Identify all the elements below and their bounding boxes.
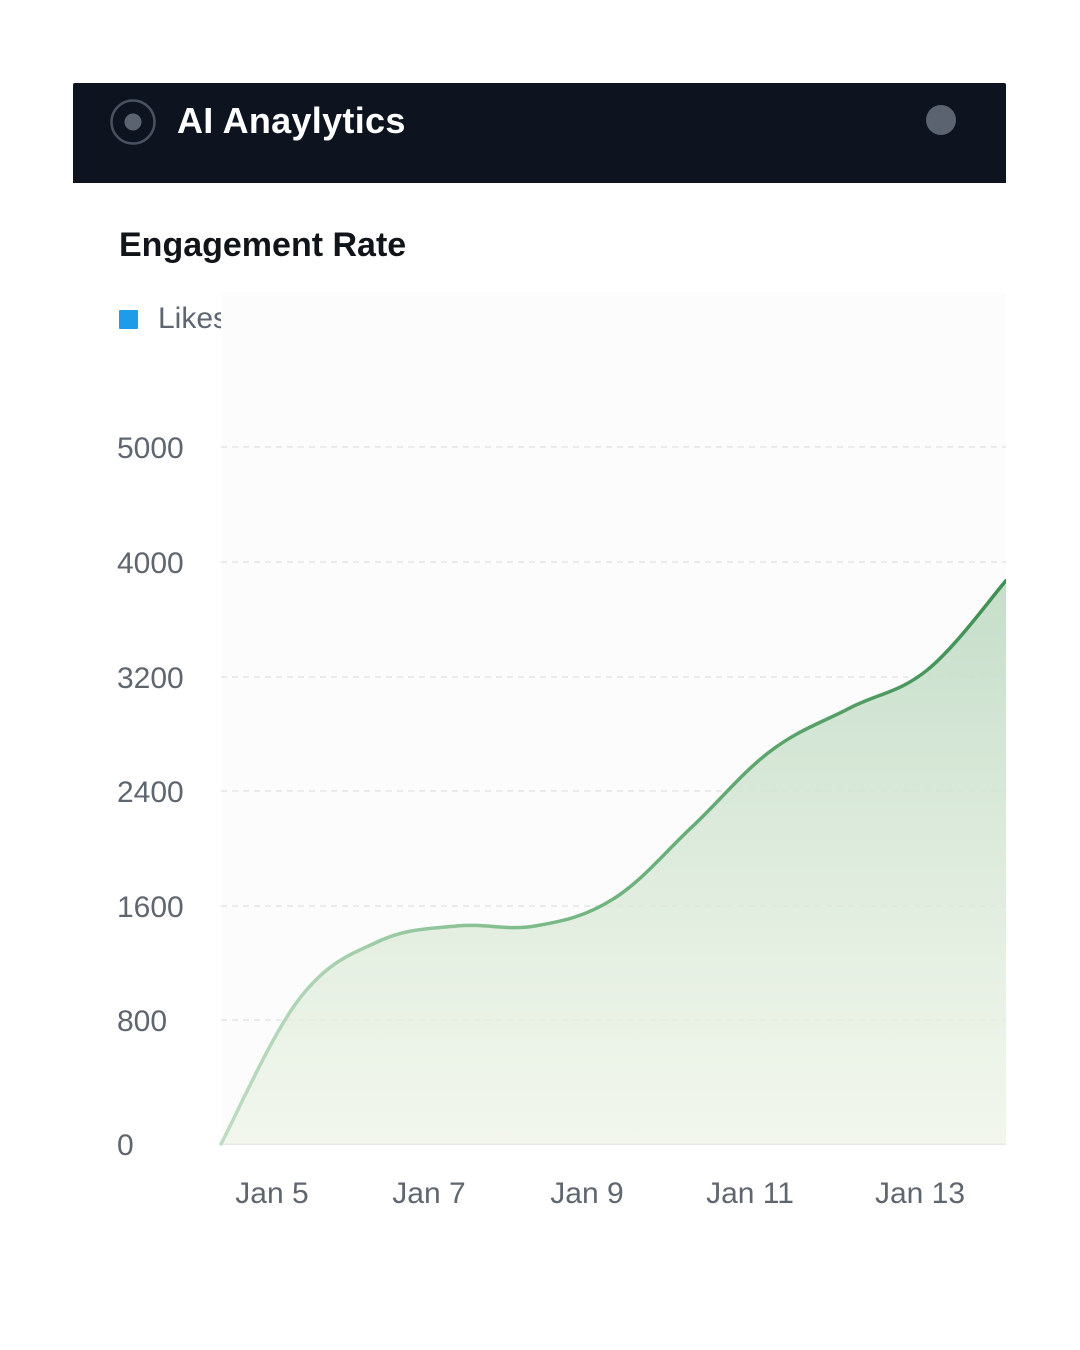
radio-target-icon[interactable] [110,99,156,145]
data-point[interactable] [612,897,616,901]
title-bar: AI Anaylytics [73,83,1006,183]
data-point[interactable] [690,825,694,829]
analytics-card: AI Anaylytics Engagement Rate LikesComme… [73,83,1006,1243]
y-tick-label: 3200 [117,662,184,695]
app-title: AI Anaylytics [177,100,406,141]
x-tick-label: Jan 5 [235,1177,308,1210]
data-point[interactable] [219,1142,223,1146]
y-tick-label: 0 [117,1129,134,1162]
y-tick-label: 800 [117,1005,167,1038]
data-point[interactable] [298,997,302,1001]
x-tick-label: Jan 9 [550,1177,623,1210]
engagement-chart: 0 800 1600 2400 3200 4000 5000 Jan 5 Jan 7 Jan 9 J… [117,293,1006,1210]
x-tick-label: Jan 11 [706,1177,794,1210]
chart-title: Engagement Rate [119,226,407,264]
legend-item[interactable]: Likes [119,299,228,339]
legend-label: Likes [158,302,229,335]
data-point[interactable] [847,706,851,710]
engagement-line [219,578,1006,1146]
y-tick-label: 5000 [117,432,184,465]
data-point[interactable] [926,668,930,672]
y-tick-label: 4000 [117,547,184,580]
data-point[interactable] [769,749,773,753]
legend-swatch [119,309,138,329]
status-dot-icon[interactable] [926,105,956,135]
data-point[interactable] [455,924,459,928]
y-tick-label: 1600 [117,891,184,924]
x-tick-label: Jan 7 [392,1177,465,1210]
data-point[interactable] [533,924,537,928]
y-tick-label: 2400 [117,776,184,809]
x-tick-label: Jan 13 [875,1177,965,1210]
engagement-area [221,580,1006,1144]
data-point[interactable] [376,940,380,944]
